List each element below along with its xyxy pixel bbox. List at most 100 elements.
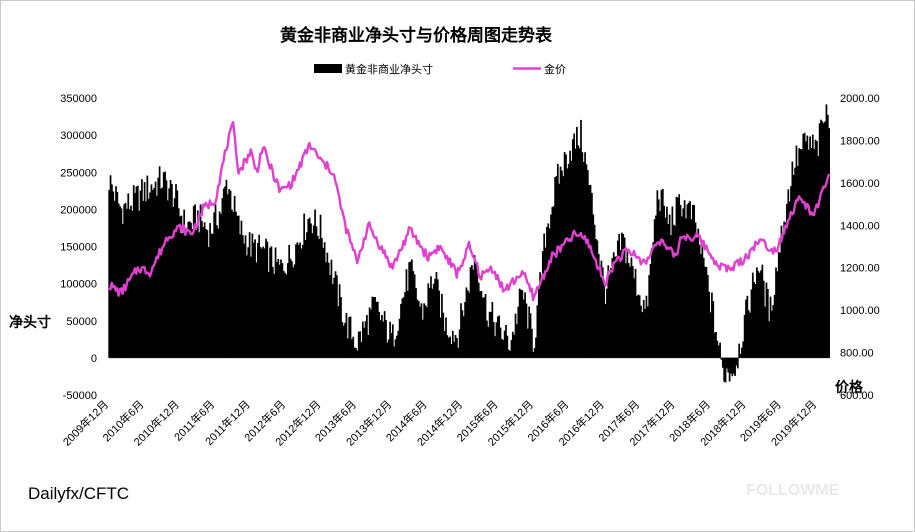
net-position-bar: [214, 204, 217, 358]
net-position-bar: [259, 247, 262, 358]
net-position-bar: [205, 228, 207, 358]
net-position-bar: [656, 190, 659, 358]
net-position-bar: [543, 233, 546, 358]
net-position-bar: [529, 313, 532, 358]
net-position-bar: [218, 211, 221, 358]
net-position-bar: [164, 171, 166, 358]
net-position-bar: [427, 283, 430, 358]
net-position-bar: [297, 244, 300, 358]
net-position-bar: [585, 164, 588, 358]
net-position-bar: [225, 179, 228, 358]
net-position-bar: [772, 305, 775, 358]
net-position-bar: [503, 330, 506, 358]
net-position-bar: [322, 247, 325, 358]
net-position-bar: [784, 222, 787, 358]
net-position-bar: [120, 208, 123, 358]
net-position-bar: [387, 339, 390, 358]
net-position-bar: [235, 211, 237, 358]
net-position-bar: [712, 301, 715, 358]
net-position-bar: [269, 247, 271, 358]
net-position-bar: [799, 149, 802, 358]
net-position-bar: [509, 350, 511, 358]
net-position-bar: [117, 203, 120, 358]
y-left-tick-label: 100000: [60, 279, 97, 291]
net-position-bars: [108, 104, 831, 383]
net-position-bar: [516, 324, 518, 358]
net-position-bar: [723, 357, 726, 382]
net-position-bar: [702, 257, 705, 358]
net-position-bar: [462, 316, 465, 358]
net-position-bar: [525, 303, 528, 358]
net-position-bar: [465, 287, 468, 358]
net-position-bar: [344, 322, 346, 358]
net-position-bar: [524, 292, 526, 358]
net-position-bar: [773, 294, 776, 358]
net-position-bar: [142, 200, 145, 358]
legend-label-gold-price: 金价: [544, 62, 566, 76]
net-position-bar: [111, 184, 113, 358]
net-position-bar: [820, 119, 822, 358]
net-position-bar: [701, 240, 704, 358]
net-position-bar: [334, 271, 337, 358]
net-position-bar: [256, 242, 259, 358]
net-position-bar: [571, 139, 574, 358]
net-position-bar: [426, 307, 428, 358]
net-position-bar: [468, 292, 471, 358]
net-position-bar: [708, 291, 711, 358]
net-position-bar: [310, 223, 312, 358]
net-position-bar: [644, 308, 646, 358]
net-position-bar: [352, 336, 355, 358]
net-position-bar: [461, 310, 464, 358]
net-position-bar: [139, 190, 142, 358]
net-position-bar: [716, 340, 719, 358]
net-position-bar: [788, 201, 791, 358]
net-position-bar: [355, 348, 357, 358]
net-position-bar: [721, 357, 724, 368]
net-position-bar: [790, 186, 792, 358]
net-position-bar: [640, 305, 642, 358]
net-position-bar: [742, 341, 745, 358]
y-left-tick-label: 50000: [66, 316, 97, 328]
net-position-bar: [681, 216, 683, 358]
net-position-bar: [408, 262, 411, 358]
net-position-bar: [488, 311, 491, 358]
net-position-bar: [233, 195, 236, 358]
net-position-bar: [402, 297, 405, 358]
net-position-bar: [175, 184, 177, 358]
net-position-bar: [728, 357, 731, 382]
net-position-bar: [687, 202, 690, 358]
net-position-bar: [811, 134, 814, 358]
net-position-bar: [637, 294, 640, 358]
net-position-bar: [586, 170, 589, 358]
net-position-bar: [783, 221, 786, 358]
net-position-bar: [385, 319, 387, 358]
y-axis-right-title: 价格: [835, 379, 864, 396]
net-position-bar: [817, 155, 820, 358]
net-position-bar: [664, 217, 667, 358]
net-position-bar: [263, 248, 266, 358]
net-position-bar: [561, 170, 563, 358]
net-position-bar: [779, 252, 781, 358]
net-position-bar: [607, 265, 610, 358]
net-position-bar: [450, 344, 453, 358]
net-position-bar: [396, 335, 398, 358]
net-position-bar: [484, 293, 487, 358]
net-position-bar: [756, 267, 758, 358]
net-position-bar: [798, 148, 801, 358]
net-position-bar: [745, 299, 747, 358]
net-position-bar: [732, 357, 735, 374]
net-position-bar: [518, 288, 521, 358]
net-position-bar: [176, 190, 179, 358]
net-position-bar: [522, 299, 525, 358]
net-position-bar: [372, 297, 375, 358]
net-position-bar: [301, 244, 304, 358]
net-position-bar: [490, 311, 492, 358]
chart-title: 黄金非商业净头寸与价格周图走势表: [280, 25, 553, 46]
net-position-bar: [244, 235, 247, 358]
net-position-bar: [480, 290, 483, 358]
net-position-bar: [660, 190, 663, 358]
net-position-bar: [552, 206, 555, 358]
net-position-bar: [184, 233, 187, 358]
net-position-bar: [119, 206, 121, 358]
net-position-bar: [222, 188, 225, 358]
